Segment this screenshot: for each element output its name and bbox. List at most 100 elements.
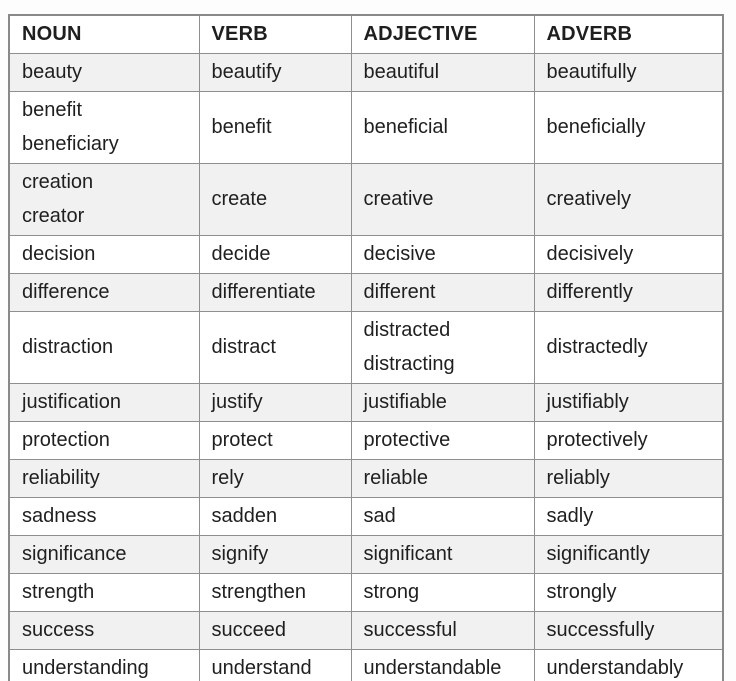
cell-verb: signify xyxy=(198,535,352,574)
word-text: benefit xyxy=(211,116,272,138)
word-text: significance xyxy=(22,543,127,565)
word-text: beautifully xyxy=(546,61,637,83)
word-text: protective xyxy=(363,429,451,451)
word-text: succeed xyxy=(211,619,287,641)
cell-noun: benefit beneficiary xyxy=(8,91,200,164)
word-text: beneficially xyxy=(546,116,646,138)
cell-adjective: creative xyxy=(350,163,535,236)
word-text: sadden xyxy=(211,505,278,527)
word-text: sadly xyxy=(546,505,594,527)
cell-noun: creation creator xyxy=(8,163,200,236)
word-text: strengthen xyxy=(211,581,307,603)
cell-noun: justification xyxy=(8,383,200,422)
word-text: differently xyxy=(546,281,633,303)
cell-adverb: differently xyxy=(533,273,724,312)
cell-adjective: justifiable xyxy=(350,383,535,422)
table-row: reliability rely reliable reliably xyxy=(8,459,724,498)
cell-adverb: decisively xyxy=(533,235,724,274)
word-text: protect xyxy=(211,429,273,451)
word-text: signify xyxy=(211,543,269,565)
table-row: decision decide decisive decisively xyxy=(8,235,724,274)
word-text: beautify xyxy=(211,61,282,83)
column-header-adjective: ADJECTIVE xyxy=(350,14,535,54)
table-row: success succeed successful successfully xyxy=(8,611,724,650)
cell-verb: strengthen xyxy=(198,573,352,612)
cell-adverb: beneficially xyxy=(533,91,724,164)
word-text: difference xyxy=(22,281,110,303)
word-text: reliability xyxy=(22,467,100,489)
word-text: understanding xyxy=(22,657,149,679)
cell-noun: strength xyxy=(8,573,200,612)
cell-verb: beautify xyxy=(198,53,352,92)
word-text: justifiably xyxy=(546,391,629,413)
cell-noun: decision xyxy=(8,235,200,274)
word-text: significantly xyxy=(546,543,650,565)
column-header-adverb: ADVERB xyxy=(533,14,724,54)
word-text: distract xyxy=(211,336,276,358)
word-text: understandably xyxy=(546,657,684,679)
table-row: justification justify justifiable justifiab… xyxy=(8,383,724,422)
cell-adjective: significant xyxy=(350,535,535,574)
table-row: distraction distract distracted distracting… xyxy=(8,311,724,384)
word-text: decisively xyxy=(546,243,634,265)
cell-adjective: decisive xyxy=(350,235,535,274)
cell-verb: protect xyxy=(198,421,352,460)
cell-verb: distract xyxy=(198,311,352,384)
header-row: NOUN VERB ADJECTIVE ADVERB xyxy=(8,14,724,54)
word-text: significant xyxy=(363,543,453,565)
word-text: creation xyxy=(22,171,94,193)
word-text: beauty xyxy=(22,61,83,83)
word-text: beautiful xyxy=(363,61,440,83)
word-text: distraction xyxy=(22,336,114,358)
cell-verb: create xyxy=(198,163,352,236)
cell-noun: beauty xyxy=(8,53,200,92)
word-text: reliable xyxy=(363,467,428,489)
cell-adverb: reliably xyxy=(533,459,724,498)
cell-adverb: successfully xyxy=(533,611,724,650)
word-text: reliably xyxy=(546,467,610,489)
word-text: justify xyxy=(211,391,263,413)
cell-adverb: sadly xyxy=(533,497,724,536)
cell-verb: differentiate xyxy=(198,273,352,312)
word-text: strongly xyxy=(546,581,617,603)
cell-verb: succeed xyxy=(198,611,352,650)
cell-noun: success xyxy=(8,611,200,650)
cell-adverb: significantly xyxy=(533,535,724,574)
word-text: understand xyxy=(211,657,312,679)
cell-adjective: strong xyxy=(350,573,535,612)
cell-verb: understand xyxy=(198,649,352,681)
cell-noun: significance xyxy=(8,535,200,574)
word-text: successfully xyxy=(546,619,655,641)
cell-adjective: distracted distracting xyxy=(350,311,535,384)
cell-adverb: understandably xyxy=(533,649,724,681)
cell-adverb: protectively xyxy=(533,421,724,460)
word-text: creator xyxy=(22,205,85,227)
cell-verb: sadden xyxy=(198,497,352,536)
word-text: protectively xyxy=(546,429,648,451)
word-text: strength xyxy=(22,581,95,603)
table-row: difference differentiate different differen… xyxy=(8,273,724,312)
table-row: creation creator create creative creatively xyxy=(8,163,724,236)
cell-noun: sadness xyxy=(8,497,200,536)
word-text: understandable xyxy=(363,657,502,679)
cell-adjective: successful xyxy=(350,611,535,650)
word-text: distracted xyxy=(363,319,451,341)
cell-adverb: distractedly xyxy=(533,311,724,384)
cell-verb: rely xyxy=(198,459,352,498)
table-header: NOUN VERB ADJECTIVE ADVERB xyxy=(8,14,724,54)
table-row: protection protect protective protectively xyxy=(8,421,724,460)
word-text: success xyxy=(22,619,95,641)
word-forms-table: NOUN VERB ADJECTIVE ADVERB beauty beautify be… xyxy=(8,14,724,681)
word-text: differentiate xyxy=(211,281,316,303)
word-text: beneficial xyxy=(363,116,449,138)
word-text: different xyxy=(363,281,436,303)
cell-adverb: strongly xyxy=(533,573,724,612)
word-text: decision xyxy=(22,243,96,265)
table-row: significance signify significant significan… xyxy=(8,535,724,574)
table-row: strength strengthen strong strongly xyxy=(8,573,724,612)
column-header-noun: NOUN xyxy=(8,14,200,54)
cell-adverb: beautifully xyxy=(533,53,724,92)
word-text: decisive xyxy=(363,243,436,265)
word-text: justifiable xyxy=(363,391,447,413)
word-text: sadness xyxy=(22,505,97,527)
